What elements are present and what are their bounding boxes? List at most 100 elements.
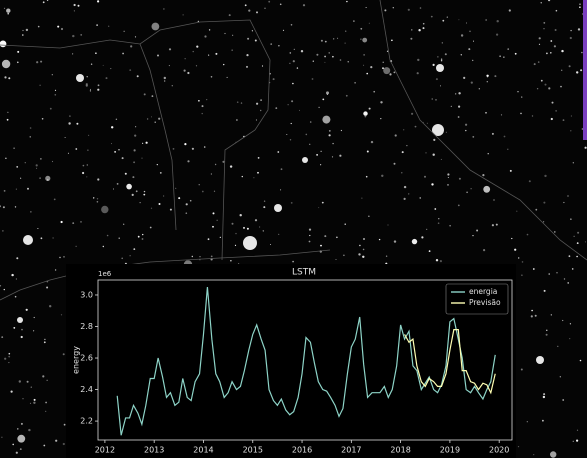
light xyxy=(353,20,355,22)
light xyxy=(59,256,61,259)
light xyxy=(556,272,558,274)
light xyxy=(4,76,7,79)
light xyxy=(324,235,327,238)
light xyxy=(73,3,76,7)
light xyxy=(268,0,271,3)
light xyxy=(305,133,308,136)
light xyxy=(435,78,438,81)
light xyxy=(422,22,425,25)
light xyxy=(16,257,19,260)
y-axis-label: energy xyxy=(72,346,81,374)
light xyxy=(422,27,425,30)
light xyxy=(540,79,543,82)
light xyxy=(129,69,132,71)
light xyxy=(33,398,36,401)
light xyxy=(567,195,569,197)
light xyxy=(321,201,324,204)
light xyxy=(80,34,83,36)
light xyxy=(386,50,389,52)
light xyxy=(546,52,548,55)
light xyxy=(260,99,262,101)
light xyxy=(526,233,529,236)
light xyxy=(570,115,573,117)
light xyxy=(563,278,566,280)
light xyxy=(33,316,35,319)
light xyxy=(380,118,382,120)
city-glow xyxy=(302,157,308,163)
light xyxy=(365,7,367,8)
light xyxy=(320,39,323,42)
light xyxy=(521,274,523,277)
light xyxy=(550,40,553,42)
light xyxy=(363,54,365,56)
light xyxy=(290,24,293,26)
light xyxy=(292,82,294,85)
light xyxy=(22,398,24,400)
light xyxy=(224,32,226,35)
light xyxy=(63,256,65,258)
light xyxy=(187,160,190,163)
light xyxy=(289,52,292,54)
light xyxy=(131,193,134,196)
light xyxy=(231,49,233,51)
light xyxy=(239,214,242,217)
light xyxy=(362,255,365,258)
light xyxy=(142,233,144,236)
light xyxy=(69,115,71,117)
light xyxy=(361,197,363,199)
light xyxy=(29,402,32,404)
light xyxy=(458,105,461,108)
light xyxy=(126,183,132,190)
plot-frame xyxy=(97,279,513,441)
light xyxy=(570,130,572,132)
light xyxy=(8,362,10,364)
light xyxy=(503,56,505,58)
light xyxy=(503,135,506,138)
light xyxy=(384,9,387,12)
light xyxy=(408,193,410,195)
light xyxy=(87,149,89,151)
light xyxy=(25,308,28,311)
light xyxy=(168,65,170,67)
light xyxy=(156,164,158,166)
light xyxy=(142,142,144,144)
light xyxy=(199,256,201,258)
light xyxy=(256,11,258,14)
light xyxy=(76,122,79,125)
light xyxy=(254,39,257,42)
light xyxy=(496,33,499,36)
light xyxy=(196,45,199,48)
light xyxy=(223,63,225,66)
x-tick-label: 2020 xyxy=(489,446,509,455)
light xyxy=(60,314,63,316)
y-tick-label: 2.8 xyxy=(80,322,93,331)
light xyxy=(548,273,550,275)
light xyxy=(212,212,215,215)
light xyxy=(347,61,349,63)
light xyxy=(86,176,88,178)
light xyxy=(6,8,11,13)
light xyxy=(557,345,559,347)
light xyxy=(35,164,38,167)
light xyxy=(201,112,203,115)
light xyxy=(157,54,159,57)
light xyxy=(309,121,312,123)
light xyxy=(282,29,285,31)
light xyxy=(256,102,259,105)
light xyxy=(184,58,186,60)
light xyxy=(391,39,393,42)
chart: LSTM 1e6 energy 2.2 2.4 2.6 2.8 3.0 2012 2013 2… xyxy=(72,268,513,455)
light xyxy=(368,22,370,24)
light xyxy=(561,69,563,72)
light xyxy=(359,244,361,247)
light xyxy=(135,190,138,193)
light xyxy=(3,7,6,9)
light xyxy=(339,59,342,61)
light xyxy=(385,255,388,257)
light xyxy=(520,112,522,115)
light xyxy=(51,74,53,76)
light xyxy=(232,34,234,36)
light xyxy=(365,175,368,178)
light xyxy=(95,52,97,54)
